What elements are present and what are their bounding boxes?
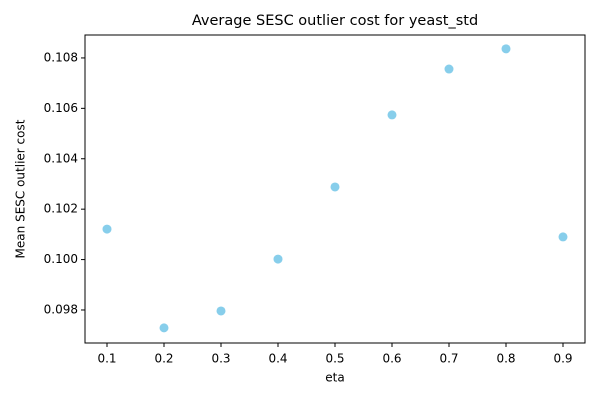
x-tick-label: 0.4 (268, 352, 287, 366)
point (273, 254, 283, 264)
x-tick-label: 0.9 (553, 352, 572, 366)
x-tick-label: 0.1 (97, 352, 116, 366)
y-axis-label: Mean SESC outlier cost (14, 119, 28, 258)
point (216, 306, 226, 316)
x-tick-label: 0.3 (211, 352, 230, 366)
point (558, 232, 568, 242)
x-tick-label: 0.2 (154, 352, 173, 366)
y-tick-label: 0.098 (44, 302, 78, 316)
x-tick-label: 0.8 (496, 352, 515, 366)
point (387, 110, 397, 120)
point (444, 64, 454, 74)
x-tick-label: 0.7 (439, 352, 458, 366)
x-tick-label: 0.6 (382, 352, 401, 366)
y-tick-label: 0.102 (44, 202, 78, 216)
x-tick-label: 0.5 (325, 352, 344, 366)
chart-title: Average SESC outlier cost for yeast_std (192, 13, 478, 29)
point (102, 224, 112, 234)
y-tick-label: 0.108 (44, 50, 78, 64)
point (330, 182, 340, 192)
y-tick-label: 0.104 (44, 151, 78, 165)
y-tick-label: 0.106 (44, 101, 78, 115)
y-tick-label: 0.100 (44, 252, 78, 266)
point (159, 323, 169, 333)
x-axis-label: eta (325, 371, 344, 385)
point (501, 44, 511, 54)
